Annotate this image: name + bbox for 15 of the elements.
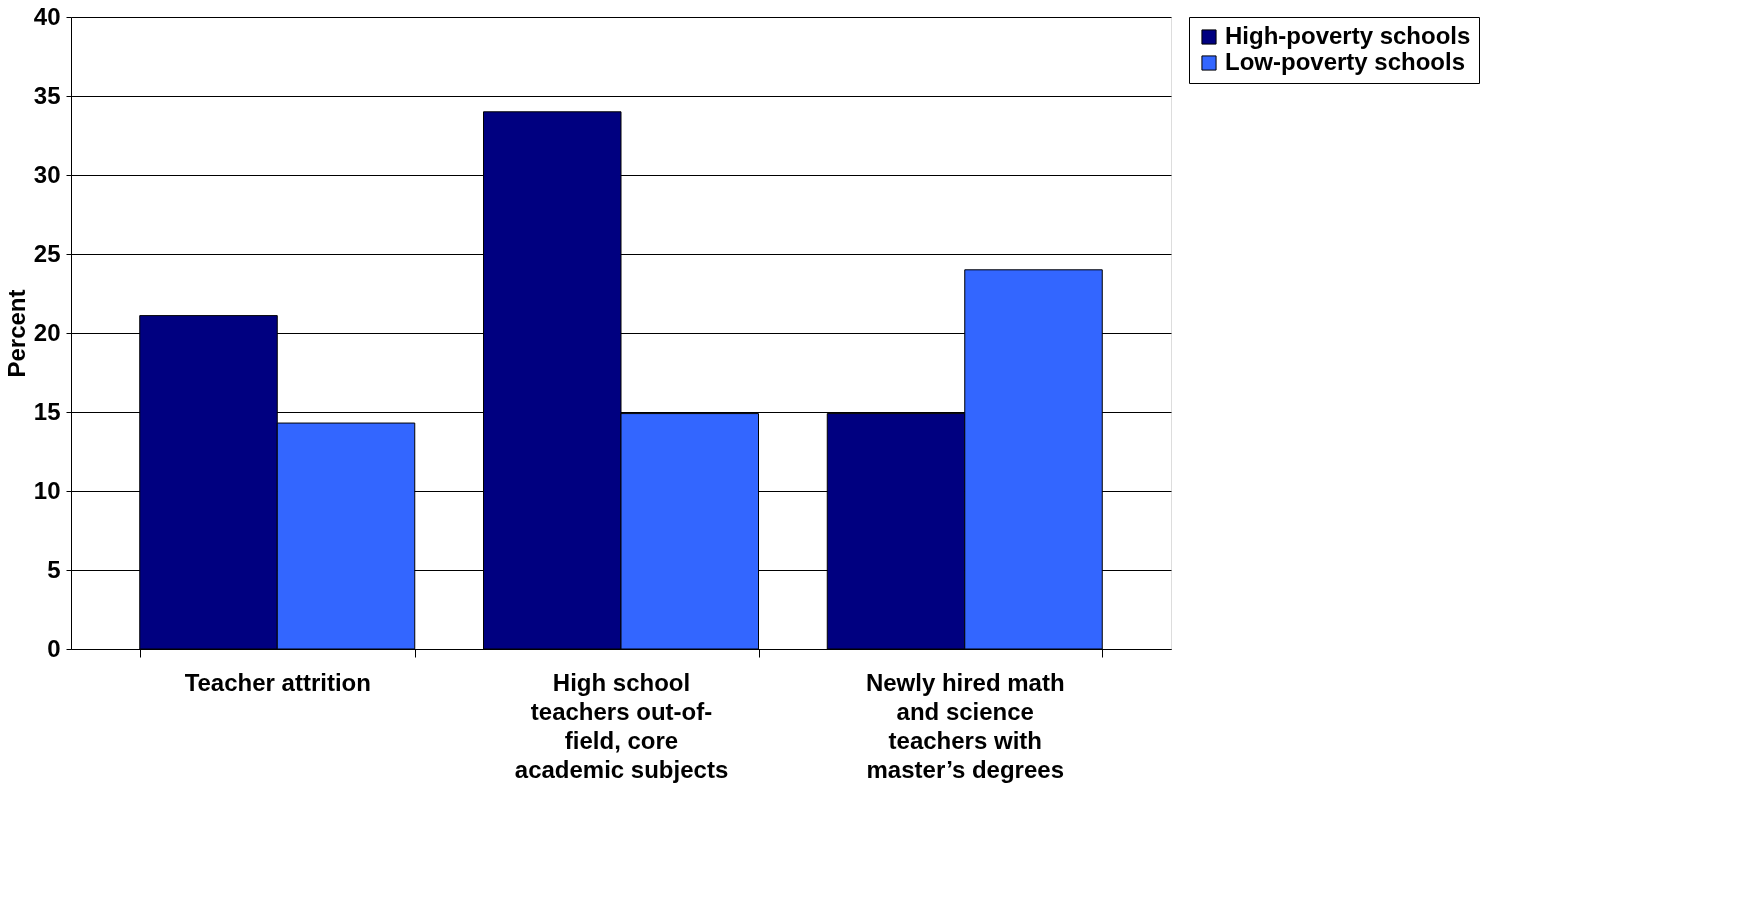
x-tick-label: Newly hired math and science teachers with master’s degrees [865,668,1065,783]
y-tick-label: 15 [33,397,61,425]
y-tick-label: 35 [33,81,61,109]
x-tick-label: Teacher attrition [184,668,371,696]
y-tick-label: 0 [47,634,61,662]
y-tick-label: 5 [47,555,61,583]
legend-label: Low-poverty schools [1225,48,1466,75]
y-tick-label: 25 [33,239,61,267]
y-tick-label: 20 [33,318,61,346]
y-tick-label: 30 [33,160,61,188]
y-tick-label: 10 [33,476,61,504]
y-axis-title: Percent [2,289,30,378]
y-tick-label: 40 [33,2,61,30]
legend-label: High-poverty schools [1225,22,1471,49]
x-tick-label: High school teachers out-of-field, core academic subjects [514,668,729,783]
